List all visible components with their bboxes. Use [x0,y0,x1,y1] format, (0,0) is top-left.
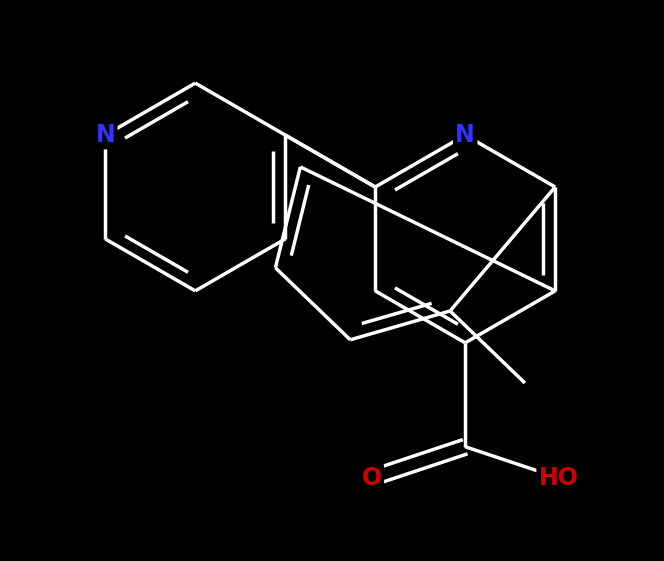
Text: N: N [456,123,475,147]
Text: N: N [96,123,115,147]
Text: HO: HO [539,466,578,490]
Text: O: O [362,466,382,490]
